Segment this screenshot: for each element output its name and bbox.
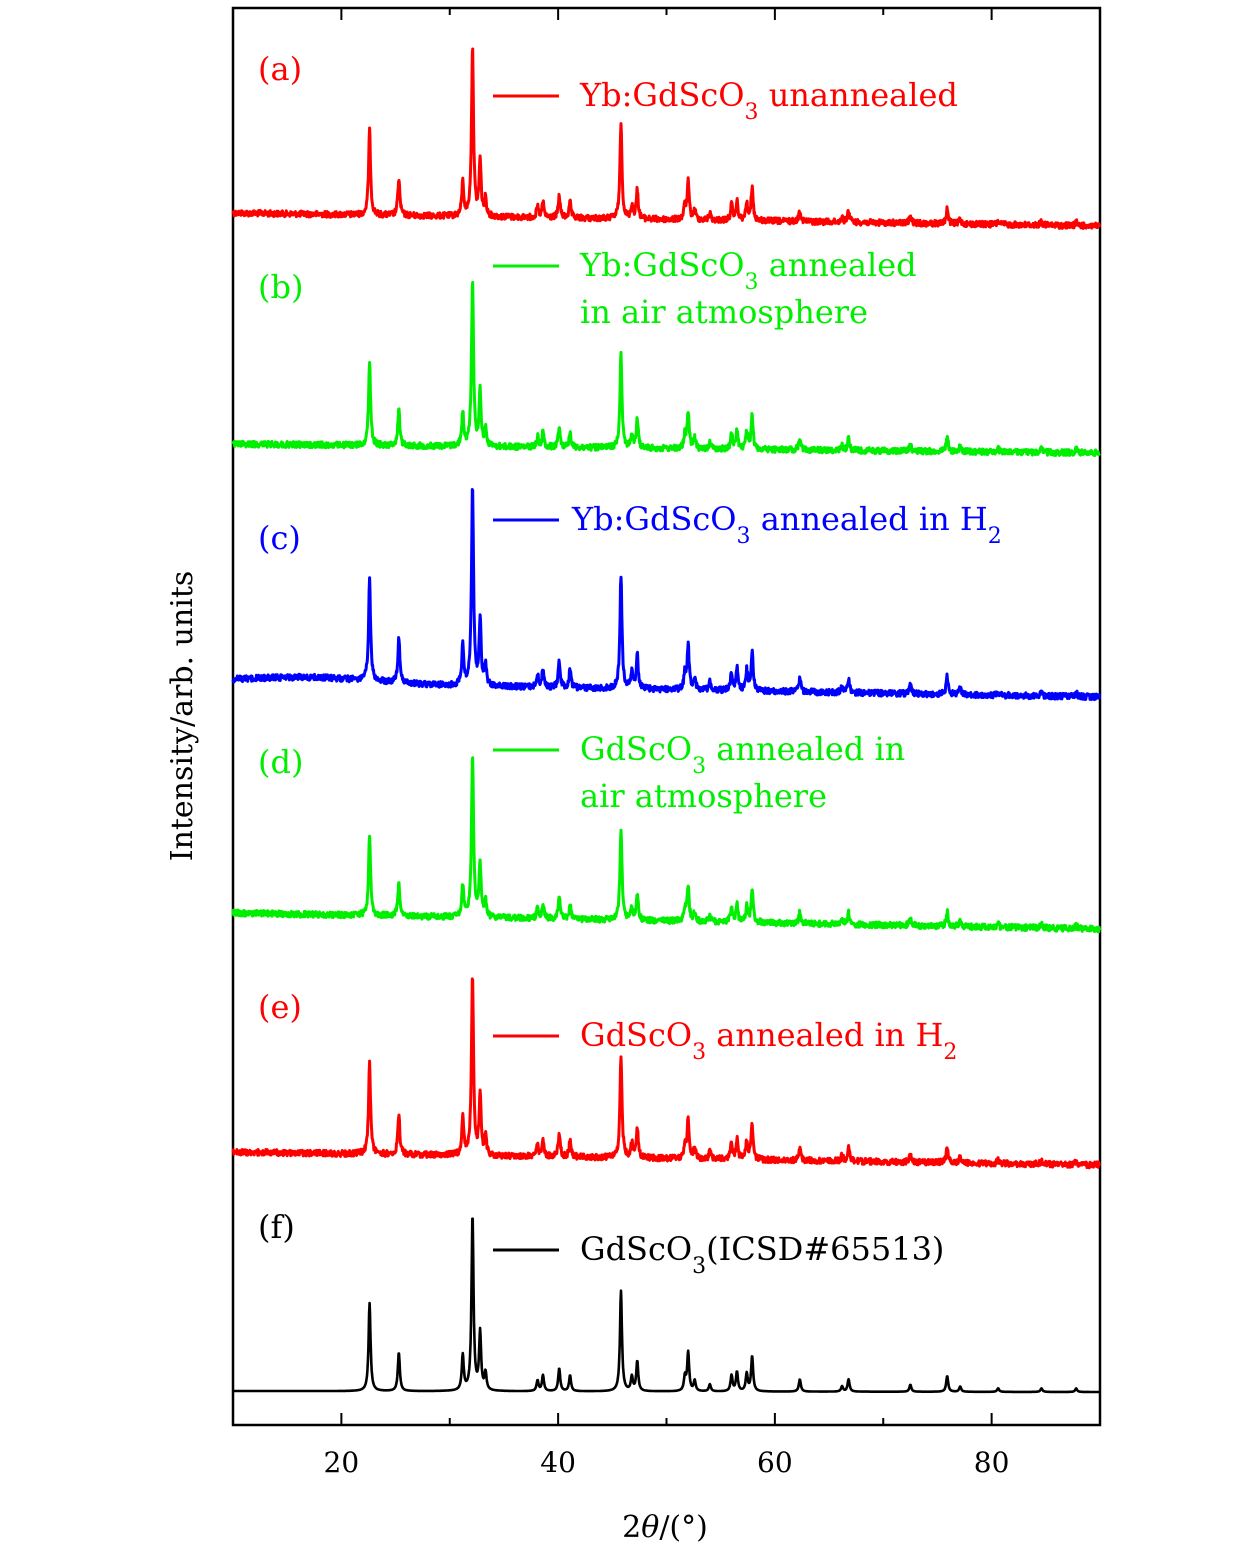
annotation-layer: (a) Yb:GdScO3 unannealed (b) Yb:GdScO3 anne… (258, 50, 1002, 1279)
series-line-f (232, 1217, 1101, 1394)
legend-text-b: in air atmosphere (580, 293, 868, 331)
x-tick-label: 60 (757, 1446, 793, 1479)
legend-text-c: Yb:GdScO3 annealed in H2 (571, 500, 1002, 549)
x-tick-label: 40 (540, 1446, 576, 1479)
y-axis-label: Intensity/arb. units (165, 571, 200, 862)
x-axis-label: 2θ/(°) (622, 1510, 708, 1545)
panel-tag-d: (d) (258, 743, 303, 781)
series-line-a (231, 47, 1102, 230)
series-line-b (231, 280, 1101, 457)
legend-text-b: Yb:GdScO3 annealed (579, 246, 917, 295)
x-tick-label: 20 (324, 1446, 360, 1479)
legend-text-a: Yb:GdScO3 unannealed (579, 76, 958, 125)
series-line-e (231, 977, 1102, 1170)
x-axis: 20 40 60 80 (232, 8, 1101, 1479)
legend-text-d: GdScO3 annealed in (580, 730, 905, 779)
panel-tag-c: (c) (258, 519, 301, 557)
legend-text-f: GdScO3(ICSD#65513) (580, 1230, 944, 1279)
series-layer (231, 47, 1102, 1394)
panel-tag-e: (e) (258, 988, 302, 1026)
series-line-c (231, 488, 1102, 702)
panel-tag-a: (a) (258, 50, 302, 88)
series-line-d (231, 756, 1102, 934)
legend-text-e: GdScO3 annealed in H2 (580, 1016, 957, 1065)
panel-tag-b: (b) (258, 268, 303, 306)
legend-text-d: air atmosphere (580, 777, 827, 815)
panel-tag-f: (f) (258, 1208, 295, 1246)
x-tick-label: 80 (974, 1446, 1010, 1479)
